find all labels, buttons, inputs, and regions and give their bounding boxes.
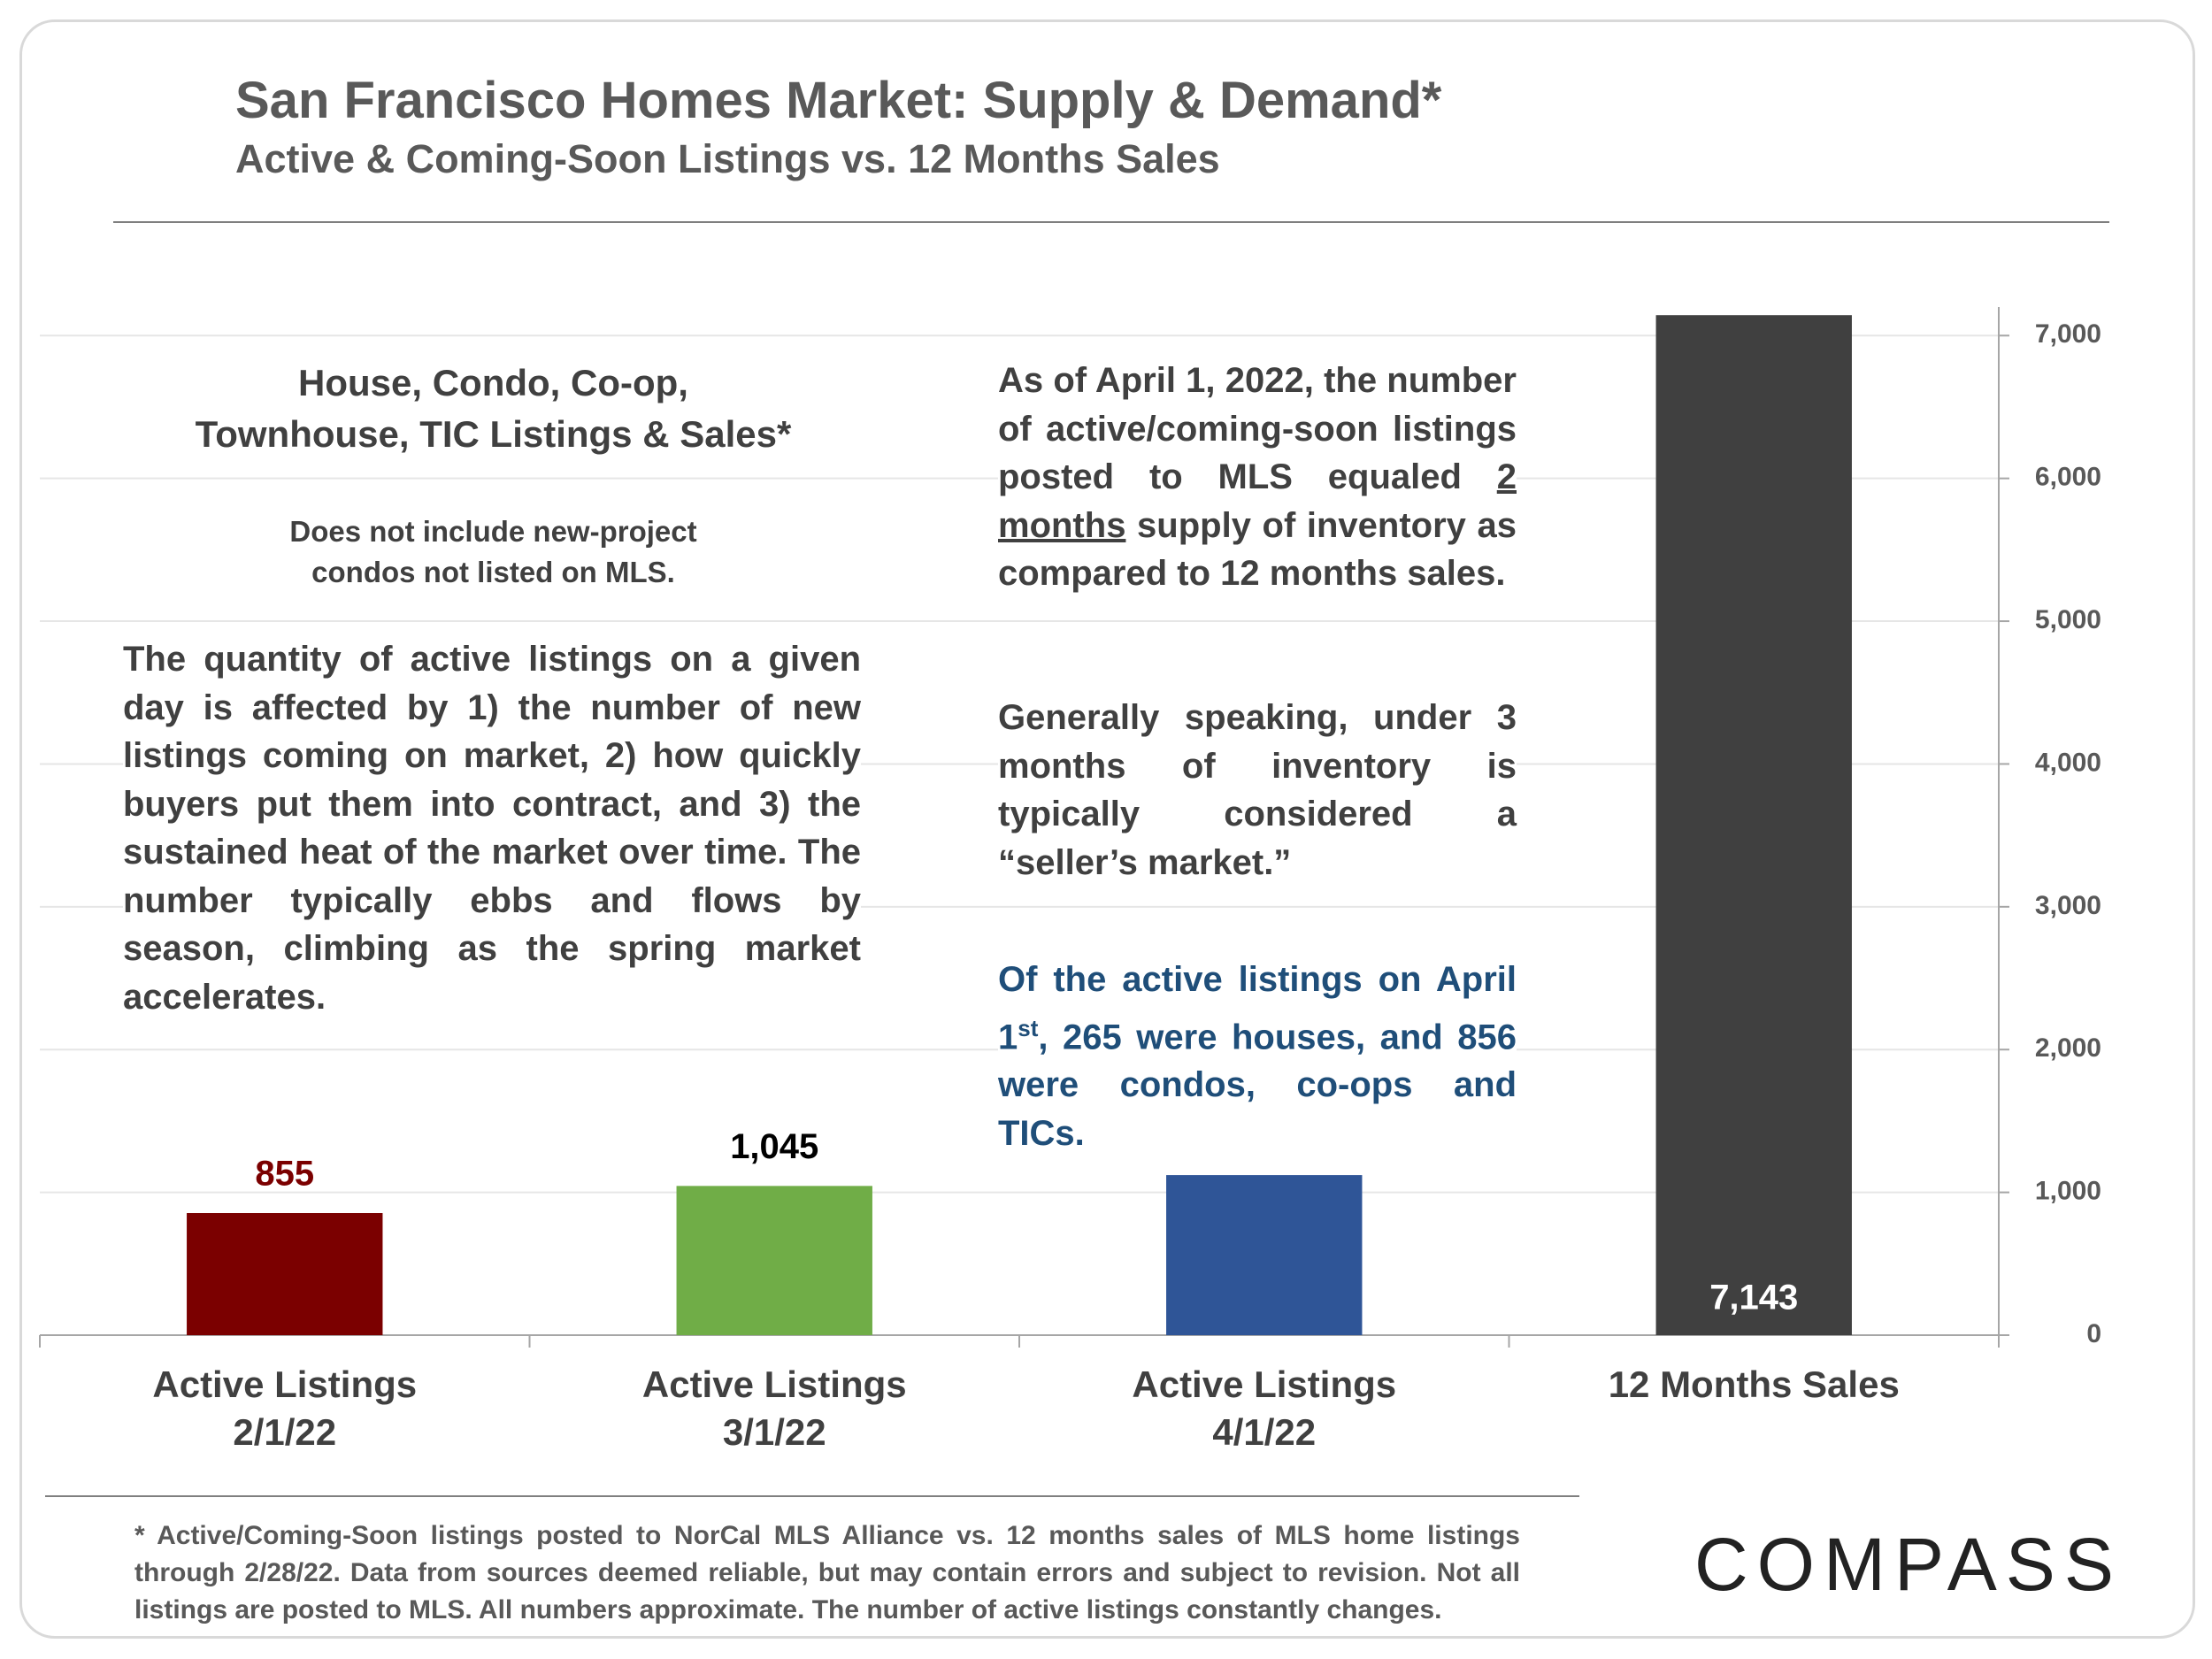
right-paragraph: As of April 1, 2022, the number of activ… — [998, 357, 1517, 598]
chart-title: San Francisco Homes Market: Supply & Dem… — [235, 72, 1442, 129]
chart-subtitle: Active & Coming-Soon Listings vs. 12 Mon… — [235, 136, 1220, 181]
x-tick-label: 4/1/22 — [1212, 1411, 1316, 1453]
blue-paragraph: Of the active listings on April 1st, 265… — [998, 956, 1517, 1158]
x-tick-label: Active Listings — [1132, 1363, 1396, 1405]
header-rule — [113, 221, 2109, 223]
x-tick-label: 3/1/22 — [723, 1411, 826, 1453]
bar — [187, 1213, 383, 1335]
bar — [676, 1186, 872, 1335]
box-note-line: Does not include new-project — [289, 515, 697, 548]
data-label: 855 — [255, 1155, 314, 1194]
box-note: Does not include new-project condos not … — [221, 511, 765, 593]
box-heading: House, Condo, Co-op, Townhouse, TIC List… — [168, 354, 818, 464]
y-tick-label: 3,000 — [2035, 891, 2101, 920]
y-tick-label: 7,000 — [2035, 319, 2101, 349]
data-label: 7,143 — [1709, 1279, 1798, 1317]
box-heading-line: House, Condo, Co-op, — [298, 362, 688, 403]
text: , 265 were houses, and 856 were condos, … — [998, 1017, 1517, 1153]
y-tick-label: 5,000 — [2035, 605, 2101, 634]
footer-rule — [45, 1495, 1579, 1497]
x-tick-label: 12 Months Sales — [1609, 1363, 1900, 1405]
left-paragraph: The quantity of active listings on a giv… — [123, 635, 861, 1021]
y-tick-label: 2,000 — [2035, 1033, 2101, 1063]
y-tick-label: 1,000 — [2035, 1177, 2101, 1206]
box-note-line: condos not listed on MLS. — [311, 556, 675, 588]
x-tick-label: Active Listings — [152, 1363, 417, 1405]
footnote: * Active/Coming-Soon listings posted to … — [134, 1521, 1520, 1624]
superscript: st — [1018, 1014, 1039, 1041]
text: As of April 1, 2022, the number of activ… — [998, 361, 1517, 496]
bar — [1655, 315, 1852, 1335]
y-tick-label: 0 — [2086, 1319, 2101, 1348]
right-paragraph-2: Generally speaking, under 3 months of in… — [998, 694, 1517, 887]
text: supply of inventory as compared to 12 mo… — [998, 505, 1517, 594]
y-tick-label: 4,000 — [2035, 748, 2101, 777]
text: Of the active listings on April 1 — [998, 960, 1517, 1056]
data-label: 1,045 — [730, 1127, 818, 1166]
frame — [19, 19, 2195, 1639]
logo: COMPASS — [1694, 1523, 2123, 1606]
box-heading-line: Townhouse, TIC Listings & Sales* — [195, 413, 792, 455]
y-tick-label: 6,000 — [2035, 463, 2101, 492]
underlined-text: 2 months — [998, 457, 1517, 545]
x-tick-label: 2/1/22 — [233, 1411, 336, 1453]
bar — [1166, 1175, 1363, 1335]
x-tick-label: Active Listings — [642, 1363, 907, 1405]
